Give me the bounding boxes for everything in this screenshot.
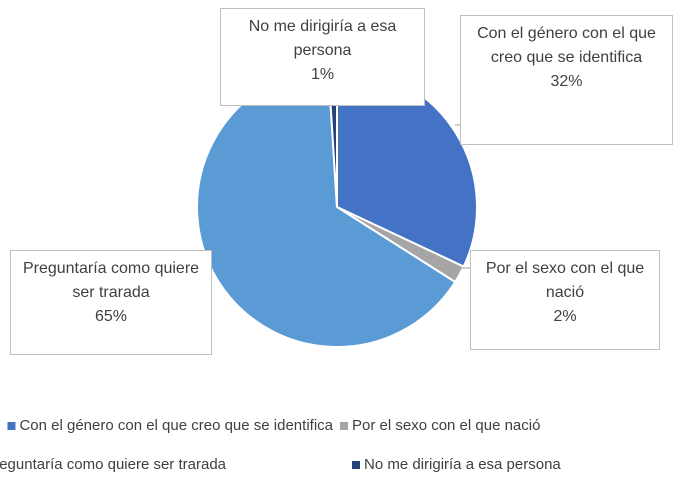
label-category: No me dirigiría a esa persona — [248, 18, 397, 59]
data-label: Por el sexo con el que nació 2% — [470, 250, 660, 350]
legend-marker — [352, 461, 360, 469]
label-value: 1% — [310, 66, 335, 83]
label-value: 2% — [553, 308, 577, 325]
data-label: Con el género con el que creo que se ide… — [460, 15, 673, 145]
legend-label: Por el sexo con el que nació — [352, 417, 540, 434]
data-label: No me dirigiría a esa persona 1% — [220, 8, 425, 106]
legend-label: Preguntaría como quiere ser trarada — [0, 456, 227, 473]
legend-marker — [7, 422, 16, 430]
data-label: Preguntaría como quiere ser trarada 65% — [10, 250, 212, 355]
label-category: Por el sexo con el que nació — [485, 260, 645, 301]
label-category: Preguntaría como quiere ser trarada — [22, 260, 200, 301]
legend-label: No me dirigiría a esa persona — [364, 456, 561, 473]
legend-label: Con el género con el que creo que se ide… — [19, 417, 333, 434]
label-value: 32% — [550, 73, 583, 90]
legend-marker — [340, 422, 348, 430]
label-category: Con el género con el que creo que se ide… — [477, 25, 656, 66]
label-value: 65% — [94, 308, 128, 325]
